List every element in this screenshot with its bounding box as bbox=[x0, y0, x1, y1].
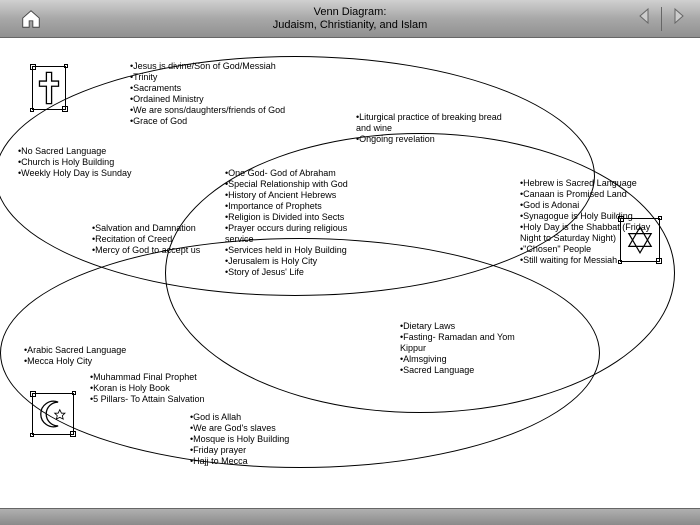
region-christianity-judaism: Liturgical practice of breaking bread an… bbox=[356, 112, 506, 145]
bullet-item: Hebrew is Sacred Language bbox=[520, 178, 670, 189]
bullet-item: God is Adonai bbox=[520, 200, 670, 211]
bullet-item: Almsgiving bbox=[400, 354, 540, 365]
bullet-item: Religion is Divided into Sects bbox=[225, 212, 375, 223]
bullet-item: Importance of Prophets bbox=[225, 201, 375, 212]
bullet-item: Dietary Laws bbox=[400, 321, 540, 332]
home-icon[interactable] bbox=[20, 8, 42, 30]
crescent-star-icon bbox=[32, 393, 74, 435]
region-judaism-islam: Dietary LawsFasting- Ramadan and Yom Kip… bbox=[400, 321, 540, 376]
region-christianity-top: Jesus is divine/Son of God/MessiahTrinit… bbox=[130, 61, 350, 127]
top-toolbar: Venn Diagram: Judaism, Christianity, and… bbox=[0, 0, 700, 38]
bullet-item: Mecca Holy City bbox=[24, 356, 184, 367]
bullet-item: Story of Jesus' Life bbox=[225, 267, 375, 278]
bullet-item: Salvation and Damnation bbox=[92, 223, 222, 234]
bullet-item: No Sacred Language bbox=[18, 146, 168, 157]
venn-canvas: Jesus is divine/Son of God/MessiahTrinit… bbox=[0, 38, 700, 508]
bullet-item: Special Relationship with God bbox=[225, 179, 375, 190]
bullet-item: Prayer occurs during religious service bbox=[225, 223, 375, 245]
bullet-item: Synagogue is Holy Building bbox=[520, 211, 670, 222]
bullet-item: Services held in Holy Building bbox=[225, 245, 375, 256]
region-christianity-left: No Sacred LanguageChurch is Holy Buildin… bbox=[18, 146, 168, 179]
bullet-item: Muhammad Final Prophet bbox=[90, 372, 260, 383]
bullet-item: Sacraments bbox=[130, 83, 350, 94]
bullet-item: Canaan is Promised Land bbox=[520, 189, 670, 200]
region-islam-left: Arabic Sacred LanguageMecca Holy City bbox=[24, 345, 184, 367]
bullet-item: Ordained Ministry bbox=[130, 94, 350, 105]
bullet-item: Sacred Language bbox=[400, 365, 540, 376]
bullet-item: God is Allah bbox=[190, 412, 350, 423]
bullet-item: "Chosen" People bbox=[520, 244, 670, 255]
bullet-item: We are God's slaves bbox=[190, 423, 350, 434]
nav-arrows bbox=[635, 6, 688, 31]
region-islam-bottom: God is AllahWe are God's slavesMosque is… bbox=[190, 412, 350, 467]
bullet-item: Grace of God bbox=[130, 116, 350, 127]
bullet-item: Koran is Holy Book bbox=[90, 383, 260, 394]
bullet-item: Mosque is Holy Building bbox=[190, 434, 350, 445]
bullet-item: We are sons/daughters/friends of God bbox=[130, 105, 350, 116]
bullet-item: Mercy of God to accept us bbox=[92, 245, 222, 256]
cross-icon bbox=[32, 66, 66, 110]
bullet-item: Fasting- Ramadan and Yom Kippur bbox=[400, 332, 540, 354]
region-center-all: One God- God of AbrahamSpecial Relations… bbox=[225, 168, 375, 278]
bullet-item: Church is Holy Building bbox=[18, 157, 168, 168]
bullet-item: Weekly Holy Day is Sunday bbox=[18, 168, 168, 179]
prev-arrow-icon[interactable] bbox=[635, 6, 655, 31]
bullet-item: 5 Pillars- To Attain Salvation bbox=[90, 394, 260, 405]
bullet-item: Friday prayer bbox=[190, 445, 350, 456]
bullet-item: Holy Day is the Shabbat (Friday Night to… bbox=[520, 222, 670, 244]
bottom-bar bbox=[0, 508, 700, 525]
bullet-item: Still waiting for Messiah bbox=[520, 255, 670, 266]
bullet-item: History of Ancient Hebrews bbox=[225, 190, 375, 201]
nav-divider bbox=[661, 7, 662, 31]
region-christianity-islam: Salvation and DamnationRecitation of Cre… bbox=[92, 223, 222, 256]
page-title: Venn Diagram: Judaism, Christianity, and… bbox=[0, 6, 700, 32]
region-islam-mid: Muhammad Final ProphetKoran is Holy Book… bbox=[90, 372, 260, 405]
bullet-item: Jesus is divine/Son of God/Messiah bbox=[130, 61, 350, 72]
bullet-item: One God- God of Abraham bbox=[225, 168, 375, 179]
bullet-item: Jerusalem is Holy City bbox=[225, 256, 375, 267]
title-line-2: Judaism, Christianity, and Islam bbox=[0, 19, 700, 32]
bullet-item: Trinity bbox=[130, 72, 350, 83]
bullet-item: Recitation of Creed bbox=[92, 234, 222, 245]
next-arrow-icon[interactable] bbox=[668, 6, 688, 31]
bullet-item: Liturgical practice of breaking bread an… bbox=[356, 112, 506, 134]
title-line-1: Venn Diagram: bbox=[0, 6, 700, 19]
bullet-item: Arabic Sacred Language bbox=[24, 345, 184, 356]
region-judaism-only: Hebrew is Sacred LanguageCanaan is Promi… bbox=[520, 178, 670, 266]
bullet-item: Hajj to Mecca bbox=[190, 456, 350, 467]
bullet-item: Ongoing revelation bbox=[356, 134, 506, 145]
